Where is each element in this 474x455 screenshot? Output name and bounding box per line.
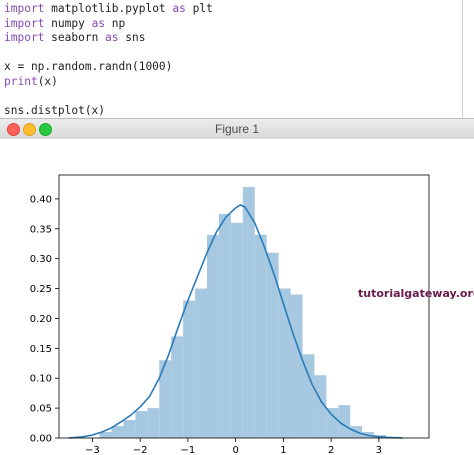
y-tick-label: 0.40 (30, 194, 52, 205)
close-window-button[interactable] (7, 123, 20, 136)
code-line[interactable]: import matplotlib.pyplot as plt (4, 2, 213, 17)
histogram-bar (195, 288, 207, 438)
code-keyword: print (4, 74, 38, 88)
code-token: x = np.random.randn(1000) (4, 60, 173, 73)
histogram-bar (171, 336, 184, 438)
kde-curve (68, 203, 403, 439)
x-tick-label: −3 (85, 445, 100, 455)
x-tick-label: −1 (181, 445, 196, 455)
x-tick-label: 1 (280, 445, 286, 455)
code-line[interactable] (4, 89, 213, 104)
histogram-bar (326, 408, 339, 438)
code-editor[interactable]: import matplotlib.pyplot as plt import nu… (0, 0, 474, 120)
histogram-bar (278, 288, 291, 438)
code-line[interactable]: x = np.random.randn(1000) (4, 60, 213, 75)
histogram-bar (338, 405, 351, 438)
histogram-bar (254, 234, 267, 438)
code-line[interactable]: import numpy as np (4, 17, 213, 32)
x-axis: −3 −2 −1 0 1 2 3 (85, 438, 382, 455)
code-token: numpy (44, 16, 92, 30)
y-axis: 0.00 0.05 0.10 0.15 0.20 0.25 0.30 0.35 0.40 (30, 194, 59, 445)
y-tick-label: 0.10 (30, 374, 52, 385)
histogram-bar (159, 360, 172, 438)
x-tick-label: −2 (133, 445, 148, 455)
editor-margin-line (462, 0, 463, 120)
watermark-text: tutorialgateway.org (358, 287, 474, 300)
code-keyword: as (91, 16, 106, 30)
y-tick-label: 0.05 (30, 404, 52, 415)
code-keyword: import (4, 16, 45, 30)
code-line[interactable]: sns.distplot(x) (4, 104, 213, 119)
code-keyword: as (105, 31, 119, 44)
y-tick-label: 0.15 (30, 344, 52, 355)
histogram-bar (207, 234, 219, 438)
y-tick-label: 0.20 (30, 314, 52, 325)
histogram-bar (266, 252, 279, 438)
histogram-bar (290, 294, 303, 438)
code-token: seaborn (44, 31, 106, 44)
code-text[interactable]: import matplotlib.pyplot as plt import nu… (4, 2, 213, 120)
code-keyword: import (4, 31, 45, 44)
window-title: Figure 1 (214, 122, 260, 136)
histogram-bar (242, 186, 255, 438)
x-tick-label: 0 (232, 445, 238, 455)
histogram-bar (218, 213, 231, 438)
histogram-bar (230, 222, 243, 438)
histogram-bar (135, 411, 148, 438)
minimize-window-button[interactable] (23, 123, 36, 136)
histogram-bar (314, 375, 327, 438)
histogram-bar (183, 300, 196, 438)
figure-canvas: −3 −2 −1 0 1 2 3 0.000.050.100.150.200.250.300… (0, 139, 474, 455)
histogram-bar (99, 432, 112, 438)
code-keyword: import (4, 2, 45, 15)
code-line[interactable]: print(x) (4, 75, 213, 90)
histogram-bar (123, 420, 136, 438)
figure-window-titlebar[interactable]: Figure 1 (0, 118, 474, 140)
y-tick-label: 0.35 (30, 224, 52, 235)
histogram-bar (302, 354, 315, 438)
y-tick-label: 0.30 (30, 254, 52, 265)
histogram-bar (147, 408, 160, 438)
y-tick-label: 0.00 (30, 434, 52, 445)
code-token: matplotlib.pyplot (44, 2, 173, 15)
code-token: plt (185, 2, 213, 15)
axes-frame (58, 174, 430, 439)
code-token: sns (118, 31, 146, 44)
code-line[interactable]: import seaborn as sns (4, 31, 213, 46)
code-token: np (105, 16, 126, 30)
zoom-window-button[interactable] (39, 123, 52, 136)
y-tick-label: 0.25 (30, 284, 52, 295)
code-keyword: as (172, 2, 186, 15)
histogram-bars (99, 186, 387, 438)
x-tick-label: 3 (376, 445, 382, 455)
x-tick-label: 2 (328, 445, 334, 455)
code-line[interactable] (4, 46, 213, 61)
code-token: (x) (37, 74, 58, 88)
histogram-bar (111, 426, 124, 438)
code-token: sns.distplot(x) (4, 103, 106, 117)
